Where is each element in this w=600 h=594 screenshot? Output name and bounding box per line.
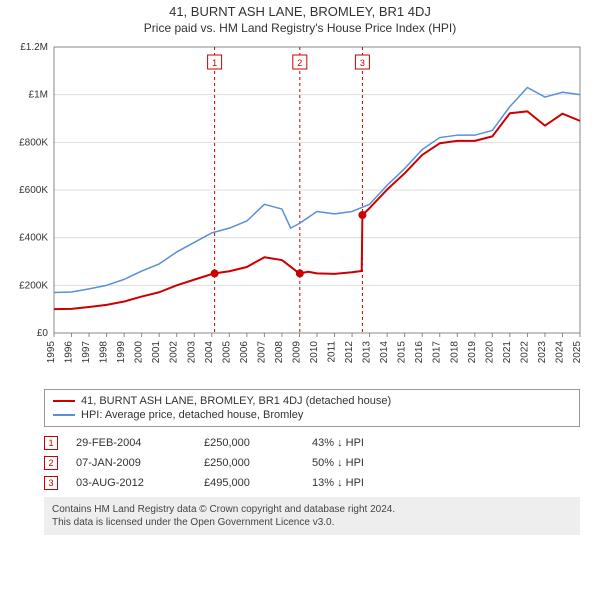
svg-text:1999: 1999: [116, 341, 127, 364]
svg-text:£800K: £800K: [19, 137, 48, 148]
footnote: Contains HM Land Registry data © Crown c…: [44, 497, 580, 535]
svg-text:2012: 2012: [344, 341, 355, 364]
sale-diff: 43% ↓ HPI: [312, 437, 412, 449]
legend-item: 41, BURNT ASH LANE, BROMLEY, BR1 4DJ (de…: [53, 394, 571, 408]
svg-text:2011: 2011: [327, 341, 338, 363]
svg-text:1995: 1995: [46, 341, 57, 364]
svg-text:2022: 2022: [519, 341, 530, 364]
svg-text:2020: 2020: [484, 341, 495, 364]
svg-text:3: 3: [360, 58, 365, 68]
svg-text:2009: 2009: [291, 341, 302, 364]
legend: 41, BURNT ASH LANE, BROMLEY, BR1 4DJ (de…: [44, 389, 580, 427]
svg-text:2003: 2003: [186, 341, 197, 364]
svg-text:2004: 2004: [204, 341, 215, 364]
svg-text:2: 2: [297, 58, 302, 68]
svg-text:2015: 2015: [397, 341, 408, 364]
svg-text:2002: 2002: [169, 341, 180, 364]
svg-text:2005: 2005: [221, 341, 232, 364]
svg-text:£1.2M: £1.2M: [20, 42, 48, 53]
svg-text:2010: 2010: [309, 341, 320, 364]
sale-table: 1 29-FEB-2004 £250,000 43% ↓ HPI 2 07-JA…: [44, 433, 580, 493]
sale-marker-icon: 3: [44, 476, 58, 490]
chart-area: £0 £200K £400K £600K £800K £1M £1.2M 1995 1996 19…: [10, 41, 590, 381]
sale-diff: 13% ↓ HPI: [312, 477, 412, 489]
chart-title: 41, BURNT ASH LANE, BROMLEY, BR1 4DJ: [0, 4, 600, 19]
svg-text:2007: 2007: [256, 341, 267, 364]
svg-text:2008: 2008: [274, 341, 285, 364]
svg-text:2019: 2019: [467, 341, 478, 364]
svg-text:2016: 2016: [414, 341, 425, 364]
chart-svg: £0 £200K £400K £600K £800K £1M £1.2M 1995 1996 19…: [10, 41, 590, 381]
sale-price: £495,000: [204, 477, 294, 489]
sale-row: 1 29-FEB-2004 £250,000 43% ↓ HPI: [44, 433, 580, 453]
svg-text:£0: £0: [37, 328, 49, 339]
sale-diff: 50% ↓ HPI: [312, 457, 412, 469]
svg-text:2014: 2014: [379, 341, 390, 364]
svg-text:1998: 1998: [99, 341, 110, 364]
svg-text:2025: 2025: [572, 341, 583, 364]
sale-marker-icon: 1: [44, 436, 58, 450]
svg-text:2021: 2021: [502, 341, 513, 364]
svg-text:2000: 2000: [134, 341, 145, 364]
sale-date: 07-JAN-2009: [76, 457, 186, 469]
legend-swatch: [53, 414, 75, 416]
sale-date: 29-FEB-2004: [76, 437, 186, 449]
svg-text:2006: 2006: [239, 341, 250, 364]
sale-price: £250,000: [204, 437, 294, 449]
legend-item: HPI: Average price, detached house, Brom…: [53, 408, 571, 422]
svg-text:£600K: £600K: [19, 185, 48, 196]
svg-text:1996: 1996: [64, 341, 75, 364]
svg-text:2001: 2001: [151, 341, 162, 364]
footnote-line: Contains HM Land Registry data © Crown c…: [52, 503, 572, 516]
footnote-line: This data is licensed under the Open Gov…: [52, 516, 572, 529]
legend-label: 41, BURNT ASH LANE, BROMLEY, BR1 4DJ (de…: [81, 395, 391, 407]
svg-text:£1M: £1M: [29, 90, 48, 101]
svg-text:1: 1: [212, 58, 217, 68]
svg-text:2017: 2017: [432, 341, 443, 364]
svg-text:£400K: £400K: [19, 233, 48, 244]
svg-text:2024: 2024: [554, 341, 565, 364]
svg-text:£200K: £200K: [19, 280, 48, 291]
svg-text:2018: 2018: [449, 341, 460, 364]
chart-subtitle: Price paid vs. HM Land Registry's House …: [0, 21, 600, 35]
legend-label: HPI: Average price, detached house, Brom…: [81, 409, 303, 421]
sale-price: £250,000: [204, 457, 294, 469]
sale-date: 03-AUG-2012: [76, 477, 186, 489]
sale-marker-icon: 2: [44, 456, 58, 470]
sale-row: 2 07-JAN-2009 £250,000 50% ↓ HPI: [44, 453, 580, 473]
svg-text:2013: 2013: [362, 341, 373, 364]
svg-text:2023: 2023: [537, 341, 548, 364]
svg-text:1997: 1997: [81, 341, 92, 364]
legend-swatch: [53, 400, 75, 402]
sale-row: 3 03-AUG-2012 £495,000 13% ↓ HPI: [44, 473, 580, 493]
